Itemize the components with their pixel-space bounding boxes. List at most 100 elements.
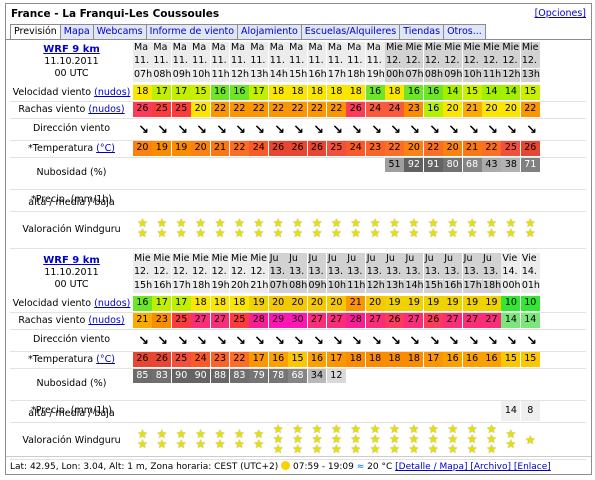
cloud-cell: [346, 369, 365, 399]
temperature-cell: 21: [210, 141, 230, 156]
unit-link[interactable]: (nudos): [94, 298, 131, 309]
temperature-cell: 16: [307, 352, 327, 367]
cloud-cell: [482, 369, 501, 399]
gusts-cell: 16: [423, 102, 443, 117]
wind-direction-cell: ↑: [463, 119, 481, 139]
unit-link[interactable]: (nudos): [88, 315, 125, 326]
tab-tiendas[interactable]: Tiendas: [400, 24, 445, 40]
tab-escuelas[interactable]: Escuelas/Alquileres: [301, 24, 401, 40]
cloud-cell: [443, 369, 462, 399]
row-separator: [10, 118, 586, 119]
temperature-cell: 25: [326, 141, 346, 156]
time-cell: Ma 11. 16h: [307, 42, 327, 82]
wind-arrow-icon: ↑: [366, 119, 385, 138]
star-icon: ★: [427, 432, 439, 446]
options-link[interactable]: [Opciones]: [534, 8, 586, 19]
label-text: alta / media / baja: [28, 408, 115, 419]
time-cell: Mie 12. 00h: [385, 42, 404, 82]
temperature-cell: 24: [346, 141, 366, 156]
tab-informe[interactable]: Informe de viento: [146, 24, 239, 40]
precip-cell: [308, 190, 327, 210]
rating-cell: ★ ★: [133, 212, 152, 247]
star-icon: ★: [156, 437, 168, 451]
wind-direction-cell: ↑: [249, 330, 268, 350]
temperature-cell: 19: [171, 141, 191, 156]
temperature-cell: 22: [385, 141, 404, 156]
wind-direction-cell: ↑: [424, 119, 442, 139]
gusts-cell: 22: [326, 102, 346, 117]
wind-speed-cell: 20: [365, 296, 385, 311]
wind-arrow-icon: ↑: [366, 330, 385, 349]
model-link[interactable]: WRF 9 km: [43, 255, 100, 266]
row-separator: [10, 368, 586, 369]
precip-row-label: *Precip. (mm/1h): [10, 401, 133, 421]
label-text: Dirección viento: [32, 334, 111, 345]
cloud-cell: [249, 158, 268, 188]
temperature-cell: 22: [229, 352, 249, 367]
wind-arrow-icon: ↑: [288, 119, 308, 138]
precip-cell: [327, 401, 346, 421]
wind-speed-cell: 17: [249, 85, 269, 100]
direction-row-label: Dirección viento: [10, 119, 133, 139]
wind-direction-cell: ↑: [482, 330, 501, 350]
wind-arrow-icon: ↑: [172, 119, 191, 138]
gusts-cell: 28: [249, 313, 269, 328]
wind-direction-cell: ↑: [385, 119, 404, 139]
star-icon: ★: [408, 216, 420, 230]
star-icon: ★: [350, 432, 362, 446]
star-icon: ★: [350, 423, 362, 436]
star-icon: ★: [330, 216, 342, 230]
star-icon: ★: [234, 437, 245, 451]
temperature-row: *Temperatura (°C) 20 19 19 20 21 22 24 26 26 26 25 2…: [10, 141, 586, 156]
star-icon: ★: [427, 423, 439, 436]
wind-arrow-icon: ↑: [482, 330, 501, 349]
time-cell: Ma 11. 07h: [133, 42, 152, 82]
tab-prevision[interactable]: Previsión: [10, 24, 61, 40]
gusts-cell: 22: [249, 102, 269, 117]
precip-cell: [404, 401, 423, 421]
wind-speed-row-label: Velocidad viento (nudos): [10, 85, 133, 100]
unit-link[interactable]: (°C): [96, 354, 115, 365]
rating-cell: ★ ★: [521, 212, 540, 247]
star-icon: ★: [466, 442, 478, 456]
precip-cell: [366, 401, 385, 421]
wind-speed-cell: 16: [404, 85, 424, 100]
rating-cell: ★ ★: [424, 212, 443, 247]
cloud-cell: [366, 158, 385, 188]
time-cell: Mie 12. 08h: [423, 42, 443, 82]
star-icon: ★: [195, 226, 206, 240]
star-icon: ★: [175, 427, 187, 441]
wind-direction-cell: ↑: [501, 330, 520, 350]
unit-link[interactable]: (nudos): [88, 104, 125, 115]
tab-mapa[interactable]: Mapa: [60, 24, 94, 40]
model-link[interactable]: WRF 9 km: [43, 44, 100, 55]
wind-speed-row: Velocidad viento (nudos) 18 17 17 15 16 16 17 18…: [10, 85, 586, 100]
precip-cell: [269, 401, 288, 421]
gusts-row: Rachas viento (nudos) 21 23 25 27 27 25 28 29 30 2…: [10, 313, 586, 328]
gusts-cell: 29: [268, 313, 288, 328]
temperature-cell: 17: [249, 352, 269, 367]
wind-direction-cell: ↑: [404, 119, 423, 139]
wind-arrow-icon: ↑: [249, 119, 269, 138]
unit-link[interactable]: (°C): [96, 143, 115, 154]
wind-speed-cell: 19: [482, 296, 501, 311]
footer-links[interactable]: [Detalle / Mapa] [Archivo] [Enlace]: [395, 462, 551, 472]
rating-cell: ★ ★ ★: [366, 423, 385, 458]
wind-direction-cell: ↑: [230, 119, 249, 139]
wind-direction-cell: ↑: [308, 119, 326, 139]
tab-alojamiento[interactable]: Alojamiento: [238, 24, 302, 40]
wind-speed-row-label: Velocidad viento (nudos): [10, 296, 133, 311]
time-cell: Mie 12. 18h: [191, 253, 211, 293]
temperature-cell: 15: [501, 352, 521, 367]
wind-direction-cell: ↑: [211, 330, 229, 350]
label-text: Nubosidad (%): [36, 378, 107, 389]
star-icon: ★: [214, 216, 226, 230]
wind-arrow-icon: ↑: [443, 330, 463, 349]
precip-row: *Precip. (mm/1h) 14 8: [10, 401, 586, 421]
tab-webcams[interactable]: Webcams: [93, 24, 147, 40]
unit-link[interactable]: (nudos): [94, 87, 131, 98]
tab-otros[interactable]: Otros...: [444, 24, 486, 40]
temperature-cell: 22: [229, 141, 249, 156]
wind-speed-cell: 18: [210, 296, 230, 311]
rating-cell: ★ ★ ★: [404, 423, 423, 458]
